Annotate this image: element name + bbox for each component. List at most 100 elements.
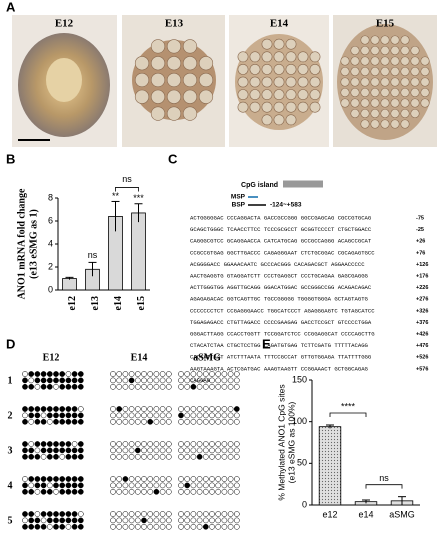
cpg-dot <box>134 523 141 530</box>
cpg-dot <box>184 523 191 530</box>
cpg-dot <box>215 447 222 454</box>
cpg-dot <box>147 476 154 482</box>
sequence-position: +176 <box>416 273 428 279</box>
cpg-dot <box>178 406 184 412</box>
cpg-dot <box>153 447 160 454</box>
cpg-dot <box>71 412 78 419</box>
cpg-dot <box>46 453 53 460</box>
lobe <box>340 56 350 66</box>
cpg-dot <box>53 447 59 454</box>
lobe <box>410 87 420 98</box>
cpg-dot <box>110 523 116 530</box>
y-axis-label: (e13 eSMG as 100%) <box>286 401 296 483</box>
cpg-dot <box>28 418 35 425</box>
lobe <box>237 89 249 100</box>
cpg-dot <box>159 418 166 425</box>
cpg-dot <box>159 441 166 447</box>
x-tick-label: e14 <box>113 296 124 310</box>
lobe <box>285 51 297 63</box>
cpg-dot <box>178 453 184 460</box>
cpg-dot <box>28 453 35 460</box>
cpg-dot <box>134 441 141 447</box>
sequence-line: CCCCCCCTCT CCGAGGGAACC TGGCATCCCT AGAGGG… <box>190 307 375 314</box>
cpg-dot <box>40 412 47 419</box>
cpg-dot <box>159 511 166 517</box>
cpg-dot <box>233 371 240 377</box>
cpg-dot <box>71 447 78 454</box>
cpg-dot <box>59 511 66 517</box>
cpg-dot <box>221 406 228 412</box>
cpg-dot <box>110 412 116 419</box>
cpg-dot <box>77 482 84 489</box>
sequence-position: +376 <box>416 320 428 326</box>
cpg-dot <box>209 371 215 377</box>
y-tick-label: 50 <box>297 458 307 468</box>
cpg-dot <box>178 383 184 390</box>
cpg-dot <box>165 511 172 517</box>
cpg-dot <box>59 453 66 460</box>
lobe <box>390 87 400 98</box>
sequence-line: CTACATCTAA CTGCTCCTGG CAGATGTGAG TCTTCGA… <box>190 342 369 349</box>
cpg-dot <box>196 511 203 517</box>
cpg-dot <box>71 517 78 524</box>
cpg-dot <box>202 523 209 530</box>
cpg-dot <box>65 412 72 419</box>
lobe <box>340 66 350 77</box>
cpg-dot <box>141 377 147 384</box>
cpg-dot <box>122 418 129 425</box>
cpg-dot <box>184 482 191 489</box>
cpg-dot <box>147 371 154 377</box>
cpg-dot <box>59 447 66 454</box>
cpg-dot <box>77 412 84 419</box>
cpg-dot <box>22 383 28 390</box>
sequence-line: ACTTGGGTGG AGGTTGCAGG GGACATGGAC GCCGGGC… <box>190 284 372 291</box>
cpg-dot <box>122 377 129 384</box>
lobe <box>350 56 360 66</box>
cpg-dot <box>178 517 184 524</box>
cpg-dot <box>215 412 222 419</box>
cpg-dot <box>147 482 154 489</box>
lobe <box>390 45 400 56</box>
cpg-dot <box>65 406 72 412</box>
cpg-dot <box>77 511 84 517</box>
lobe <box>400 108 410 119</box>
bar <box>318 426 342 506</box>
lobe <box>360 119 370 129</box>
cpg-dot <box>221 412 228 419</box>
cpg-dot <box>65 377 72 384</box>
cpg-dot <box>209 412 215 419</box>
cpg-dot <box>233 511 240 517</box>
panel-label: C <box>168 151 178 166</box>
cpg-dot <box>110 371 116 377</box>
methylation-dots <box>22 371 240 530</box>
cpg-dot <box>65 511 72 517</box>
cpg-dot <box>110 488 116 495</box>
cpg-dot <box>65 441 72 447</box>
sequence-line: TGGAGAGACC CTGTTAGACC CCCCGAAGAG GACCTCC… <box>190 319 372 326</box>
cpg-dot <box>184 447 191 454</box>
panel-label: E <box>262 336 271 351</box>
cpg-dot <box>221 371 228 377</box>
cpg-dot <box>34 371 41 377</box>
cpg-dot <box>233 523 240 530</box>
cpg-dot <box>215 488 222 495</box>
lobe <box>370 108 380 119</box>
cpg-dot <box>202 441 209 447</box>
lobe <box>360 108 370 119</box>
cpg-dot <box>196 476 203 482</box>
lobe <box>410 66 420 77</box>
lobe <box>360 45 370 56</box>
cpg-dot <box>128 406 135 412</box>
lobe <box>297 89 309 100</box>
cpg-dot <box>22 511 28 517</box>
lobe <box>380 56 390 66</box>
lobe <box>400 98 410 108</box>
lobe <box>360 98 370 108</box>
cpg-dot <box>53 488 59 495</box>
cpg-dot <box>184 517 191 524</box>
cpg-dot <box>40 447 47 454</box>
cpg-dot <box>40 383 47 390</box>
lobe <box>182 39 198 54</box>
cpg-dot <box>53 412 59 419</box>
cpg-dot <box>65 383 72 390</box>
